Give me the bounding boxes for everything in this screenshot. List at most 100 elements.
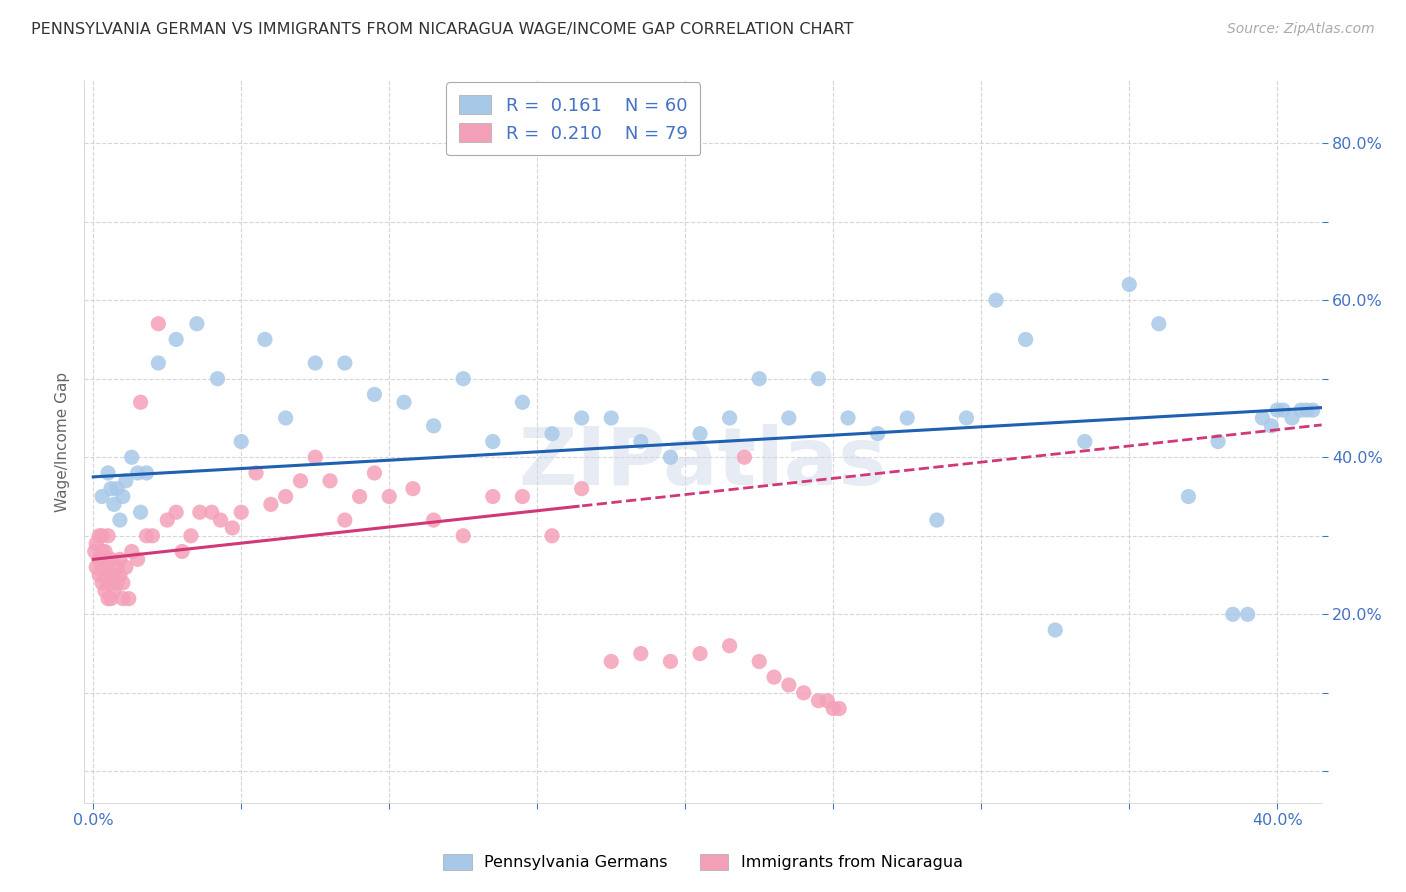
Point: [896, 411, 918, 425]
Point: [127, 552, 149, 566]
Point: [689, 647, 711, 661]
Point: [103, 568, 125, 582]
Point: [392, 395, 415, 409]
Point: [97, 560, 120, 574]
Point: [290, 474, 312, 488]
Point: [180, 529, 202, 543]
Point: [689, 426, 711, 441]
Point: [148, 317, 170, 331]
Point: [121, 544, 143, 558]
Point: [778, 411, 800, 425]
Point: [105, 575, 128, 590]
Point: [333, 356, 356, 370]
Point: [91, 544, 114, 558]
Point: [91, 575, 114, 590]
Point: [127, 466, 149, 480]
Point: [100, 552, 122, 566]
Point: [114, 474, 136, 488]
Point: [422, 513, 444, 527]
Point: [1045, 623, 1067, 637]
Point: [378, 490, 401, 504]
Point: [659, 450, 682, 465]
Point: [91, 529, 114, 543]
Point: [1251, 411, 1274, 425]
Point: [156, 513, 179, 527]
Point: [600, 655, 623, 669]
Point: [135, 466, 157, 480]
Point: [84, 536, 107, 550]
Point: [245, 466, 267, 480]
Text: ZIPatlas: ZIPatlas: [519, 425, 887, 502]
Point: [1295, 403, 1317, 417]
Point: [571, 482, 593, 496]
Point: [319, 474, 342, 488]
Point: [718, 639, 741, 653]
Y-axis label: Wage/Income Gap: Wage/Income Gap: [55, 371, 70, 512]
Point: [1074, 434, 1097, 449]
Point: [100, 482, 122, 496]
Point: [451, 529, 474, 543]
Point: [1206, 434, 1229, 449]
Point: [121, 450, 143, 465]
Point: [129, 505, 152, 519]
Point: [221, 521, 243, 535]
Point: [333, 513, 356, 527]
Point: [94, 568, 117, 582]
Point: [94, 544, 117, 558]
Point: [231, 505, 253, 519]
Point: [105, 560, 128, 574]
Point: [97, 591, 120, 606]
Point: [1236, 607, 1258, 622]
Point: [89, 529, 111, 543]
Point: [108, 513, 131, 527]
Point: [571, 411, 593, 425]
Point: [170, 544, 193, 558]
Point: [1281, 411, 1303, 425]
Point: [118, 591, 141, 606]
Point: [1177, 490, 1199, 504]
Point: [733, 450, 755, 465]
Point: [108, 552, 131, 566]
Point: [823, 701, 845, 715]
Point: [201, 505, 224, 519]
Point: [1147, 317, 1170, 331]
Point: [541, 426, 564, 441]
Point: [129, 395, 152, 409]
Point: [91, 490, 114, 504]
Point: [1272, 403, 1295, 417]
Point: [304, 356, 326, 370]
Point: [1302, 403, 1324, 417]
Point: [165, 333, 187, 347]
Point: [1289, 403, 1312, 417]
Point: [100, 575, 122, 590]
Point: [778, 678, 800, 692]
Point: [1014, 333, 1036, 347]
Point: [91, 560, 114, 574]
Point: [451, 372, 474, 386]
Point: [89, 552, 111, 566]
Point: [141, 529, 163, 543]
Point: [955, 411, 977, 425]
Point: [363, 387, 385, 401]
Point: [97, 575, 120, 590]
Point: [111, 490, 134, 504]
Point: [815, 694, 838, 708]
Point: [209, 513, 232, 527]
Point: [111, 575, 134, 590]
Point: [1260, 418, 1282, 433]
Point: [763, 670, 786, 684]
Point: [748, 655, 770, 669]
Point: [97, 529, 120, 543]
Point: [482, 434, 505, 449]
Point: [837, 411, 859, 425]
Point: [103, 497, 125, 511]
Point: [807, 694, 830, 708]
Point: [260, 497, 283, 511]
Point: [807, 372, 830, 386]
Point: [84, 560, 107, 574]
Point: [1118, 277, 1140, 292]
Point: [422, 418, 444, 433]
Point: [304, 450, 326, 465]
Point: [748, 372, 770, 386]
Point: [165, 505, 187, 519]
